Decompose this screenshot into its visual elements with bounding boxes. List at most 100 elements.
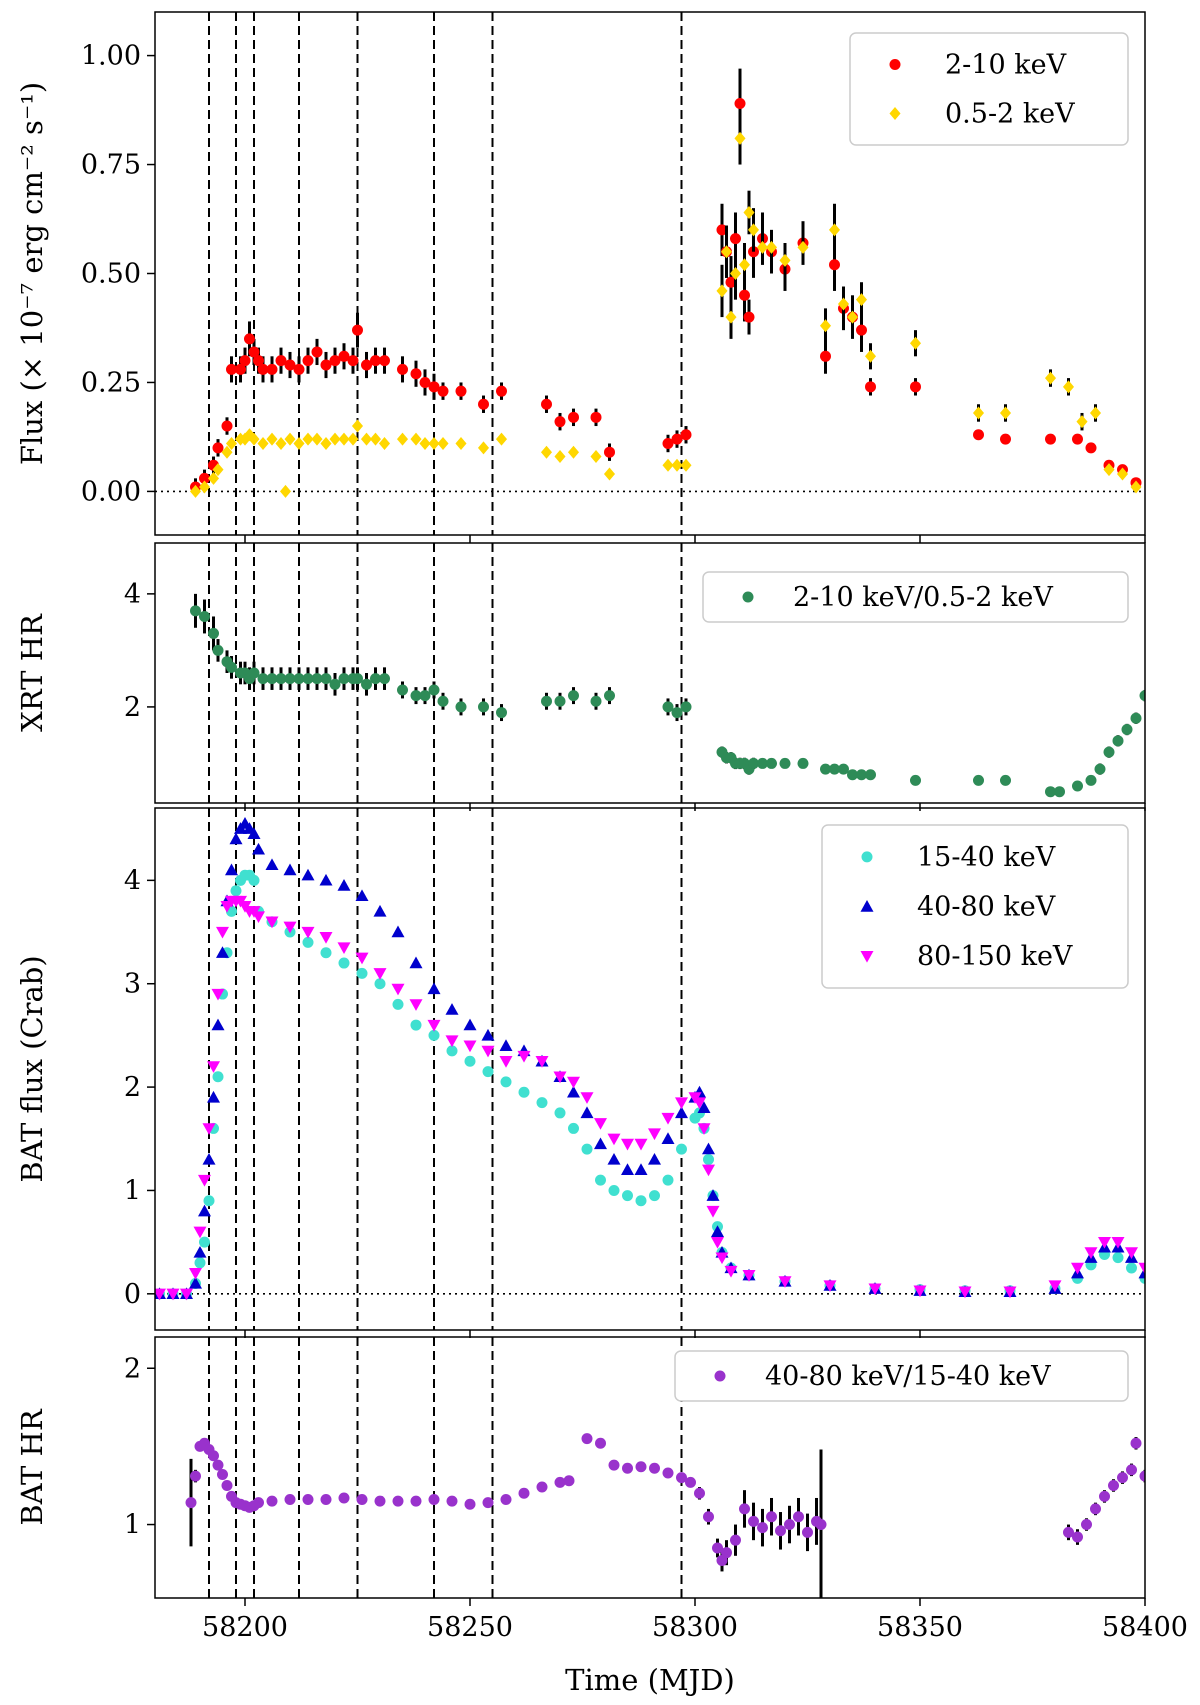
data-point bbox=[320, 1494, 332, 1506]
legend-label: 2-10 keV/0.5-2 keV bbox=[793, 582, 1053, 613]
data-point bbox=[1111, 1236, 1125, 1249]
data-point bbox=[1090, 1503, 1101, 1515]
data-point bbox=[319, 932, 333, 944]
data-point bbox=[676, 1143, 687, 1155]
data-point bbox=[973, 774, 984, 786]
series-2-10-kev-0-5-2-kev bbox=[190, 593, 1145, 798]
data-point bbox=[837, 297, 850, 311]
data-point bbox=[702, 1142, 715, 1155]
data-point bbox=[847, 769, 858, 781]
data-point bbox=[155, 1288, 166, 1301]
data-point bbox=[595, 1174, 606, 1186]
data-point bbox=[279, 484, 292, 498]
data-point bbox=[235, 363, 246, 375]
data-point bbox=[225, 863, 238, 876]
data-point bbox=[580, 1092, 594, 1104]
data-point bbox=[730, 233, 741, 245]
data-point bbox=[1081, 1519, 1092, 1531]
data-point bbox=[455, 701, 467, 713]
data-point bbox=[662, 701, 674, 713]
data-point bbox=[374, 1495, 386, 1507]
data-point bbox=[352, 324, 363, 336]
data-point bbox=[252, 842, 265, 855]
data-point bbox=[185, 1497, 197, 1509]
data-point bbox=[1126, 1464, 1137, 1476]
data-point bbox=[1126, 1262, 1137, 1274]
data-point bbox=[621, 1163, 634, 1175]
data-point bbox=[1094, 763, 1106, 775]
data-point bbox=[1062, 380, 1075, 394]
data-point bbox=[1108, 1479, 1119, 1491]
data-point bbox=[649, 1462, 660, 1474]
data-point bbox=[464, 1498, 476, 1510]
data-point bbox=[257, 363, 269, 375]
data-point bbox=[1130, 712, 1142, 724]
data-point bbox=[567, 1076, 580, 1089]
legend-marker bbox=[861, 851, 873, 863]
axes-frame bbox=[154, 1336, 1146, 1599]
data-point bbox=[284, 673, 296, 685]
data-point bbox=[661, 1132, 675, 1144]
data-point bbox=[320, 673, 332, 685]
data-point bbox=[199, 1236, 210, 1248]
data-point bbox=[329, 678, 341, 690]
data-point bbox=[563, 1475, 575, 1487]
x-tick-label: 58300 bbox=[652, 1612, 738, 1643]
data-point bbox=[320, 359, 332, 371]
xrt-flux-panel: 0.00 0.25 0.50 0.75 1.00 Flux (× 10⁻⁷ erg cm⁻… bbox=[15, 11, 1146, 543]
data-point bbox=[1003, 1286, 1017, 1299]
data-point bbox=[716, 224, 728, 236]
data-point bbox=[829, 763, 840, 775]
data-point bbox=[711, 1225, 724, 1238]
data-point bbox=[496, 385, 507, 397]
data-point bbox=[499, 1039, 513, 1051]
data-point bbox=[212, 1459, 224, 1471]
data-point bbox=[455, 436, 467, 450]
data-point bbox=[553, 1071, 567, 1084]
bat-flux-panel: 0 1 2 3 4 BAT flux (Crab) 15-40 keV 40-80 keV 80… bbox=[15, 807, 1146, 1338]
data-point bbox=[554, 695, 566, 707]
data-point bbox=[865, 769, 876, 781]
data-point bbox=[275, 673, 287, 685]
data-point bbox=[1098, 1236, 1111, 1249]
legend-label: 2-10 keV bbox=[945, 50, 1067, 81]
data-point bbox=[541, 398, 552, 410]
data-point bbox=[428, 381, 440, 393]
y-tick-label: 0.50 bbox=[81, 259, 141, 290]
data-point bbox=[864, 349, 877, 363]
data-point bbox=[738, 258, 751, 272]
data-point bbox=[500, 1076, 512, 1088]
data-point bbox=[212, 1071, 224, 1083]
data-point bbox=[607, 1133, 621, 1146]
data-point bbox=[397, 684, 408, 696]
data-point bbox=[1121, 724, 1133, 736]
x-tick-label: 58200 bbox=[202, 1612, 288, 1643]
data-point bbox=[419, 690, 431, 702]
legend-frame bbox=[849, 32, 1129, 146]
data-point bbox=[427, 982, 441, 995]
data-point bbox=[329, 432, 341, 446]
data-point bbox=[703, 1153, 714, 1165]
data-point bbox=[265, 858, 279, 871]
data-point bbox=[590, 450, 602, 464]
data-point bbox=[1000, 433, 1011, 445]
data-point bbox=[338, 432, 350, 446]
data-point bbox=[676, 1472, 687, 1484]
data-point bbox=[568, 411, 579, 423]
data-point bbox=[743, 311, 755, 323]
data-point bbox=[356, 967, 368, 979]
data-point bbox=[198, 480, 211, 494]
data-point bbox=[373, 968, 387, 980]
data-point bbox=[396, 432, 409, 446]
legend-marker bbox=[860, 950, 874, 963]
data-point bbox=[742, 1270, 756, 1282]
series-40-80-kev-15-40-kev bbox=[185, 1433, 1145, 1598]
data-point bbox=[212, 442, 224, 454]
data-point bbox=[500, 1494, 512, 1506]
data-point bbox=[347, 432, 359, 446]
data-point bbox=[581, 1143, 593, 1155]
data-point bbox=[409, 999, 423, 1011]
data-point bbox=[972, 406, 985, 420]
data-point bbox=[320, 947, 332, 959]
data-point bbox=[712, 1542, 723, 1554]
